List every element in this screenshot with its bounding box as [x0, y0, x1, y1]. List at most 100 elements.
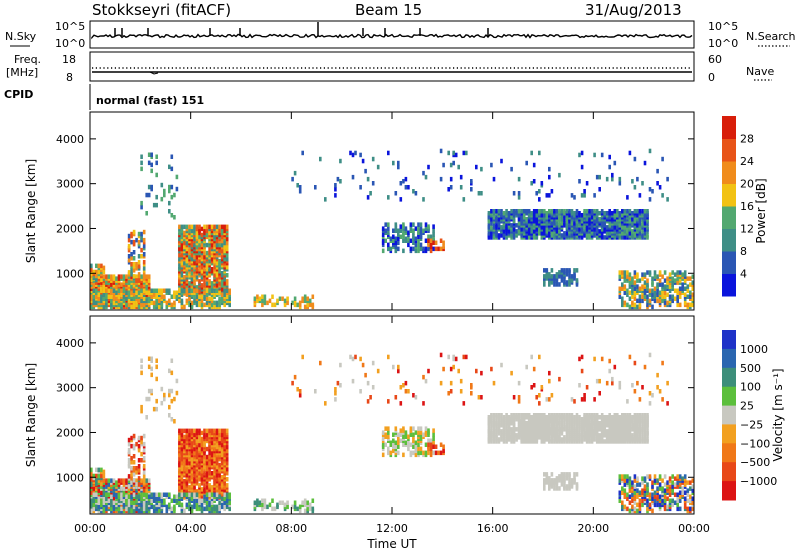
power-cell: [634, 297, 637, 302]
velocity-cell: [256, 499, 259, 504]
velocity-cell: [578, 431, 581, 436]
velocity-cell: [143, 480, 146, 485]
velocity-cell: [533, 413, 536, 418]
velocity-cell: [206, 437, 209, 442]
power-cell: [626, 195, 629, 200]
velocity-cell: [442, 445, 445, 450]
velocity-cell: [493, 419, 496, 424]
power-cell: [420, 243, 423, 248]
velocity-cell: [621, 429, 624, 434]
power-cell: [578, 179, 581, 184]
power-cell: [299, 185, 302, 190]
power-cell: [576, 278, 579, 283]
power-cell: [503, 211, 506, 216]
power-cell: [93, 299, 96, 304]
velocity-cell: [100, 468, 103, 473]
power-cell: [614, 235, 617, 240]
power-cell: [128, 258, 131, 263]
power-cell: [123, 299, 126, 304]
velocity-cell: [412, 426, 415, 431]
velocity-cell: [558, 433, 561, 438]
velocity-cell: [216, 505, 219, 510]
power-cell: [218, 291, 221, 296]
power-cell: [206, 243, 209, 248]
power-cell: [576, 209, 579, 214]
velocity-cell: [183, 493, 186, 498]
power-cell: [538, 197, 541, 202]
power-cell: [120, 274, 123, 279]
power-cell: [538, 227, 541, 232]
velocity-cell: [191, 457, 194, 462]
velocity-cell: [135, 482, 138, 487]
power-cell: [110, 295, 113, 300]
velocity-cell: [528, 435, 531, 440]
velocity-cell: [608, 435, 611, 440]
power-cell: [198, 303, 201, 308]
power-cell: [634, 157, 637, 162]
velocity-cell: [203, 471, 206, 476]
power-cell: [148, 161, 151, 166]
power-cell: [671, 295, 674, 300]
power-cell: [206, 297, 209, 302]
power-cell: [269, 299, 272, 304]
velocity-cell: [583, 413, 586, 418]
velocity-cell: [400, 428, 403, 433]
power-cell: [553, 274, 556, 279]
velocity-cell: [158, 503, 161, 508]
power-cell: [520, 215, 523, 220]
power-cell: [659, 185, 662, 190]
power-cell: [392, 161, 395, 166]
power-cell: [644, 231, 647, 236]
velocity-cell: [392, 443, 395, 448]
power-cell: [140, 201, 143, 206]
power-cell: [367, 177, 370, 182]
power-cell: [173, 291, 176, 296]
power-cell: [188, 225, 191, 230]
velocity-cell: [420, 430, 423, 435]
power-cell: [103, 305, 106, 310]
velocity-cell: [508, 433, 511, 438]
power-cell: [191, 225, 194, 230]
velocity-cell: [206, 501, 209, 506]
nave-tick-top: 60: [708, 53, 722, 66]
velocity-cell: [223, 497, 226, 502]
power-cell: [536, 213, 539, 218]
power-cell: [606, 211, 609, 216]
velocity-cell: [166, 505, 169, 510]
power-cell: [171, 167, 174, 172]
power-cell: [641, 221, 644, 226]
velocity-cell: [616, 417, 619, 422]
velocity-cell: [312, 499, 315, 504]
velocity-cell: [181, 457, 184, 462]
power-cell: [226, 295, 229, 300]
velocity-cell: [505, 413, 508, 418]
power-cell: [578, 227, 581, 232]
power-colorbar-swatch: [722, 139, 736, 162]
power-cell: [402, 231, 405, 236]
freq-label-1: Freq.: [14, 53, 41, 66]
power-cell: [656, 181, 659, 186]
power-cell: [359, 185, 362, 190]
power-cell: [264, 295, 267, 300]
power-cell: [689, 303, 692, 308]
power-cell: [515, 229, 518, 234]
power-cell: [563, 268, 566, 273]
velocity-cell: [624, 413, 627, 418]
velocity-cell: [530, 429, 533, 434]
power-cell: [463, 197, 466, 202]
velocity-cell: [294, 501, 297, 506]
velocity-cell: [528, 427, 531, 432]
power-cell: [168, 299, 171, 304]
velocity-cell: [95, 478, 98, 483]
power-cell: [420, 226, 423, 231]
velocity-cell: [113, 505, 116, 510]
velocity-cell: [515, 427, 518, 432]
nsearch-label: N.Search: [746, 30, 796, 43]
velocity-cell: [621, 439, 624, 444]
power-cell: [397, 233, 400, 238]
power-cell: [480, 167, 483, 172]
power-cell: [135, 303, 138, 308]
velocity-cell: [155, 497, 158, 502]
power-cell: [382, 239, 385, 244]
